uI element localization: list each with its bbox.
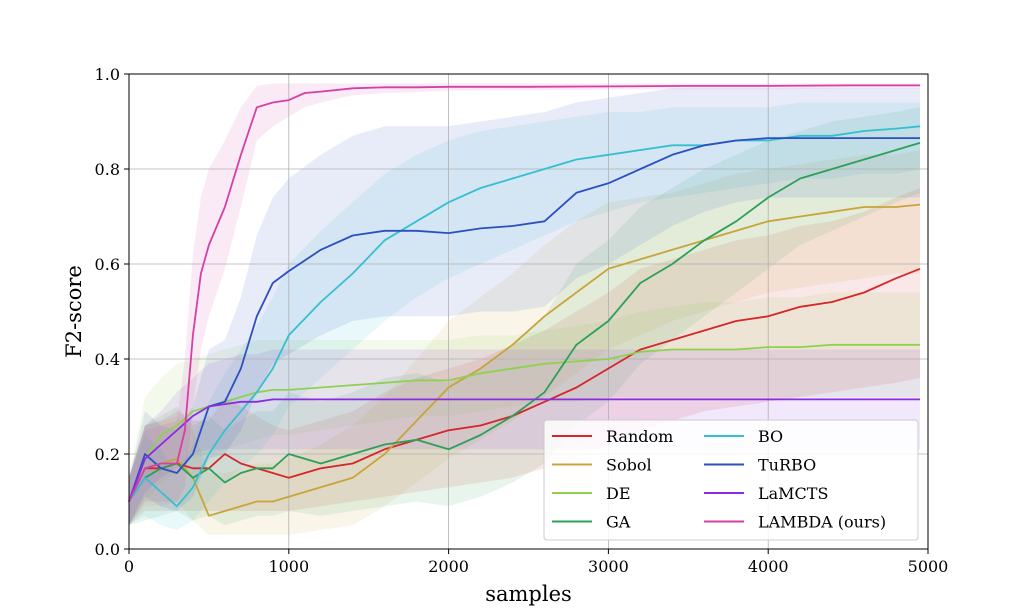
legend-label: DE [606, 484, 631, 503]
bo-band [129, 102, 920, 530]
random-band [129, 188, 920, 526]
de-band [129, 292, 920, 526]
legend-item-sobol: Sobol [552, 456, 652, 475]
y-tick-label: 0.8 [95, 160, 120, 179]
legend-label: LAMBDA (ours) [758, 513, 886, 532]
ga-band [129, 107, 920, 526]
y-tick-label: 1.0 [95, 65, 120, 84]
x-tick-label: 3000 [588, 557, 629, 576]
legend-label: LaMCTS [758, 484, 828, 503]
axis-ticks: 0 1000 2000 3000 4000 5000 0.0 0.2 0.4 0.6 0.8 1.0 [95, 65, 949, 576]
legend-box [543, 419, 919, 541]
series-lines [128, 84, 921, 517]
ga-line [128, 142, 921, 503]
turbo-band [129, 88, 920, 526]
legend-label: Random [606, 427, 673, 446]
x-axis-title: samples [485, 582, 572, 606]
x-tick-label: 1000 [268, 557, 309, 576]
lamcts-line [128, 398, 920, 502]
lambda-ours-line [128, 84, 920, 502]
bo-line [128, 125, 921, 508]
legend-label: BO [758, 427, 783, 446]
legend-item-lambda-ours: LAMBDA (ours) [704, 513, 886, 532]
y-tick-label: 0.4 [95, 350, 120, 369]
lamcts-band [129, 349, 920, 526]
legend-item-bo: BO [704, 427, 783, 446]
sobol-line [128, 203, 921, 517]
legend-item-random: Random [552, 427, 673, 446]
legend-item-de: DE [552, 484, 631, 503]
x-tick-label: 0 [124, 557, 134, 576]
legend-item-lamcts: LaMCTS [704, 484, 828, 503]
plot-area-frame [128, 73, 929, 550]
confidence-bands [129, 83, 920, 535]
y-axis-title: F2-score [62, 265, 86, 358]
y-tick-label: 0.6 [95, 255, 120, 274]
y-tick-label: 0.2 [95, 445, 120, 464]
legend-item-turbo: TuRBO [704, 456, 816, 475]
y-tick-label: 0.0 [95, 540, 120, 559]
x-tick-label: 2000 [428, 557, 469, 576]
x-tick-label: 4000 [748, 557, 789, 576]
sobol-band [129, 150, 920, 535]
legend: Random Sobol DE GA BO TuRBO LaMCTS LAMBDA (ours… [543, 419, 919, 541]
legend-label: GA [606, 513, 631, 532]
legend-item-ga: GA [552, 513, 631, 532]
x-tick-label: 5000 [908, 557, 949, 576]
legend-label: Sobol [606, 456, 652, 475]
legend-label: TuRBO [758, 456, 816, 475]
